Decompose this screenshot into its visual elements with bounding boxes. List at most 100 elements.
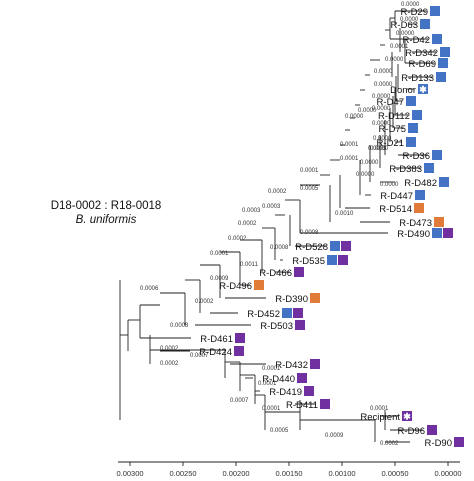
tip-label: R-D390 xyxy=(275,294,308,305)
scale-tick-label: 0.00150 xyxy=(275,469,302,478)
tip-marker-orange xyxy=(310,293,320,303)
branch-length-label: 0.0000 xyxy=(358,108,377,114)
tip-label: R-D75 xyxy=(379,124,406,135)
tip-marker-blue xyxy=(440,47,450,57)
branch-length-label: 0.0001 xyxy=(210,251,229,257)
branch-length-label: 0.0002 xyxy=(160,346,179,352)
branch-length-label: 0.0010 xyxy=(335,211,354,217)
branch-length-label: 0.0005 xyxy=(270,428,289,434)
tip-label: R-D482 xyxy=(404,178,437,189)
tip-label: R-D63 xyxy=(391,20,418,31)
branch-length-label: 0.0002 xyxy=(268,189,287,195)
tip-label: R-D424 xyxy=(199,347,232,358)
branch-length-label: 0.0009 xyxy=(210,276,229,282)
tip-marker-orange xyxy=(434,217,444,227)
tip-label: R-D21 xyxy=(377,138,404,149)
branch-length-label: 0.0005 xyxy=(300,186,319,192)
scale-tick-label: 0.00050 xyxy=(381,469,408,478)
branch-length-label: 0.0000 xyxy=(374,82,393,88)
tip-label: R-D528 xyxy=(295,242,328,253)
branch-length-label: 0.0006 xyxy=(140,286,159,292)
tip-label: Donor xyxy=(390,85,416,96)
branch-length-label: 0.0001 xyxy=(340,156,359,162)
branch-length-label: 0.0007 xyxy=(230,398,249,404)
tip-marker-blue xyxy=(330,241,340,251)
tip-label: R-D342 xyxy=(405,48,438,59)
tip-marker-orange xyxy=(254,280,264,290)
branch-length-label: 0.0000 xyxy=(385,57,404,63)
tip-label: R-D90 xyxy=(425,438,452,449)
branch-length-label: 0.0009 xyxy=(325,433,344,439)
branch-length-label: 0.0000 xyxy=(356,172,375,178)
branch-length-label: 0.0000 xyxy=(345,114,364,120)
tip-label: R-D503 xyxy=(260,321,293,332)
branch-length-label: 0.0002 xyxy=(195,299,214,305)
branch-length-label: 0.0001 xyxy=(340,142,359,148)
tip-marker-blue xyxy=(432,150,442,160)
tip-marker-blue xyxy=(432,34,442,44)
tip-label: R-D461 xyxy=(200,334,233,345)
tip-marker-blue xyxy=(408,123,418,133)
tip-marker-purple xyxy=(235,333,245,343)
branch-length-label: 0.0001 xyxy=(390,44,409,50)
scale-tick-label: 0.00250 xyxy=(169,469,196,478)
branch-length-label: 0.0000 xyxy=(380,182,399,188)
branch-length-label: 0.0002 xyxy=(238,221,257,227)
branch-length-label: 0.0000 xyxy=(372,94,391,100)
scale-tick-label: 0.00200 xyxy=(222,469,249,478)
branch-length-label: 0.0001 xyxy=(300,168,319,174)
tip-label: R-D466 xyxy=(259,268,292,279)
tip-label: R-D36 xyxy=(403,151,430,162)
branch-length-label: 0.0000 xyxy=(370,146,389,152)
figure-title-line1: D18-0002 : R18-0018 xyxy=(50,200,162,212)
tip-label: R-D490 xyxy=(397,229,430,240)
tip-label: R-D440 xyxy=(262,374,295,385)
tip-label: R-D514 xyxy=(379,204,412,215)
tip-marker-purple xyxy=(234,346,244,356)
scale-tick-label: 0.00300 xyxy=(116,469,143,478)
tip-marker-purple xyxy=(310,359,320,369)
branch-length-label: 0.0001 xyxy=(262,406,281,412)
tip-label: R-D473 xyxy=(399,218,432,229)
branch-length-label: 0.0000 xyxy=(401,2,420,8)
tip-label: R-D69 xyxy=(409,59,436,70)
tip-label: R-D452 xyxy=(247,309,280,320)
branch-length-label: 0.0000 xyxy=(360,160,379,166)
branch-length-label: 0.0002 xyxy=(380,441,399,447)
branch-length-label: 0.0008 xyxy=(170,323,189,329)
tip-marker-purple xyxy=(293,308,303,318)
tip-marker-blue xyxy=(327,255,337,265)
tip-label: R-D112 xyxy=(378,111,410,122)
tip-label: R-D535 xyxy=(292,256,325,267)
tip-marker-blue xyxy=(406,96,416,106)
tip-marker-blue xyxy=(439,177,449,187)
branch-length-label: 0.0000 xyxy=(372,121,391,127)
tip-marker-purple xyxy=(341,241,351,251)
tip-marker-blue xyxy=(406,137,416,147)
tip-label: R-D447 xyxy=(380,191,413,202)
branch-length-label: 0.0000 xyxy=(400,17,419,23)
tip-label: R-D419 xyxy=(269,387,302,398)
branch-length-label: 0.0008 xyxy=(300,230,319,236)
tip-label: R-D133 xyxy=(401,73,434,84)
branch-length-label: 0.0011 xyxy=(240,262,259,268)
tip-marker-purple xyxy=(297,373,307,383)
branch-length-label: 0.0001 xyxy=(258,381,277,387)
tip-label: R-D96 xyxy=(398,426,425,437)
branch-length-label: 0.0008 xyxy=(270,245,289,251)
tip-marker-blue xyxy=(424,163,434,173)
tip-label: R-D383 xyxy=(389,164,422,175)
branch-length-label: 0.0000 xyxy=(372,106,391,112)
tip-marker-purple xyxy=(443,228,453,238)
scale-tick-label: 0.00000 xyxy=(434,469,461,478)
tip-marker-blue xyxy=(418,84,428,94)
tip-marker-purple xyxy=(402,411,412,421)
tip-label: R-D432 xyxy=(275,360,308,371)
branch-length-label: 0.0003 xyxy=(242,208,261,214)
tip-marker-blue xyxy=(438,58,448,68)
tip-label: R-D42 xyxy=(403,35,430,46)
branch-length-label: 0.0002 xyxy=(160,361,179,367)
tip-marker-purple xyxy=(294,267,304,277)
branch-length-label: 0.0003 xyxy=(262,204,281,210)
branch-length-label: 0.0001 xyxy=(370,406,389,412)
